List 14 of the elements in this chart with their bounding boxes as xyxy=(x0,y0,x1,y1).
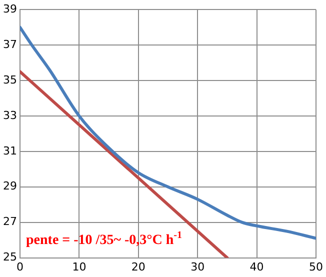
y-tick-label: 37 xyxy=(2,38,17,51)
x-tick-label: 0 xyxy=(16,260,24,274)
x-tick-label: 20 xyxy=(131,260,146,274)
y-tick-label: 29 xyxy=(2,180,17,193)
x-tick-label: 10 xyxy=(72,260,86,274)
x-tick-label: 30 xyxy=(190,260,205,274)
y-tick-label: 39 xyxy=(2,2,17,16)
x-tick-label: 50 xyxy=(309,260,323,274)
y-tick-label: 27 xyxy=(2,215,17,228)
x-tick-label: 40 xyxy=(250,260,264,274)
y-tick-label: 35 xyxy=(2,73,17,86)
y-tick-label: 25 xyxy=(2,250,17,264)
y-tick-label: 31 xyxy=(2,144,17,158)
y-tick-label: 33 xyxy=(2,108,17,122)
